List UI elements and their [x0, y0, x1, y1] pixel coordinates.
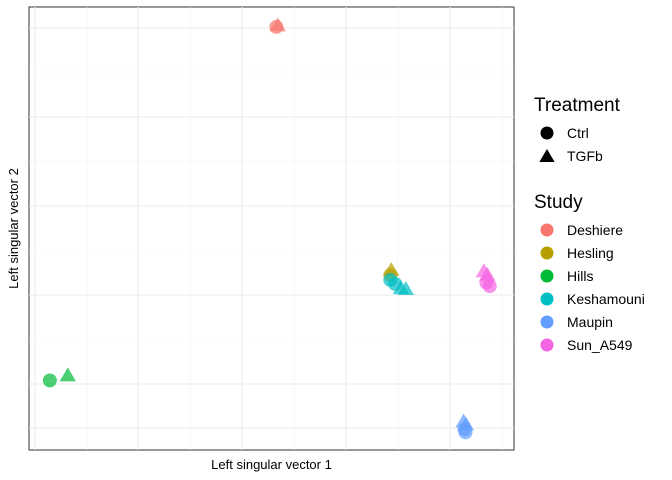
legend-key-hills: [540, 269, 554, 283]
point-hills-tgfb: [59, 367, 76, 382]
data-points: [42, 17, 497, 440]
legend-label-hesling: Hesling: [567, 245, 614, 261]
y-axis-title: Left singular vector 2: [6, 168, 21, 289]
point-hesling-tgfb: [383, 261, 400, 276]
legend-label-ctrl: Ctrl: [567, 125, 589, 141]
point-deshiere-tgfb: [269, 17, 286, 32]
point-hills-ctrl: [42, 373, 57, 388]
gridlines: [29, 7, 514, 450]
legend-key-sun-a549: [540, 338, 554, 352]
legend-key-hesling: [540, 246, 554, 260]
legend-title-treatment: Treatment: [534, 95, 621, 116]
point-keshamouni-tgfb: [397, 281, 415, 295]
point-sun-a549-ctrl: [482, 279, 497, 294]
legend-key-ctrl: [540, 126, 554, 140]
legend-label-keshamouni: Keshamouni: [567, 291, 645, 307]
legend-label-sun-a549: Sun_A549: [567, 337, 633, 353]
legend-title-study: Study: [534, 192, 583, 213]
plot-panel: [28, 6, 515, 451]
point-sun-a549-tgfb: [479, 266, 496, 281]
point-maupin-tgfb: [457, 416, 475, 431]
x-axis-title: Left singular vector 1: [211, 457, 332, 472]
legend-label-tgfb: TGFb: [567, 148, 603, 164]
legend-key-maupin: [540, 315, 554, 329]
legend-key-tgfb: [539, 148, 555, 162]
legend-key-deshiere: [540, 223, 554, 237]
legend-label-hills: Hills: [567, 268, 593, 284]
legend-label-deshiere: Deshiere: [567, 222, 623, 238]
legend-key-keshamouni: [540, 292, 554, 306]
legend-label-maupin: Maupin: [567, 314, 613, 330]
legend: Treatment Ctrl TGFb Study Deshiere Hesling Hil…: [534, 95, 645, 353]
